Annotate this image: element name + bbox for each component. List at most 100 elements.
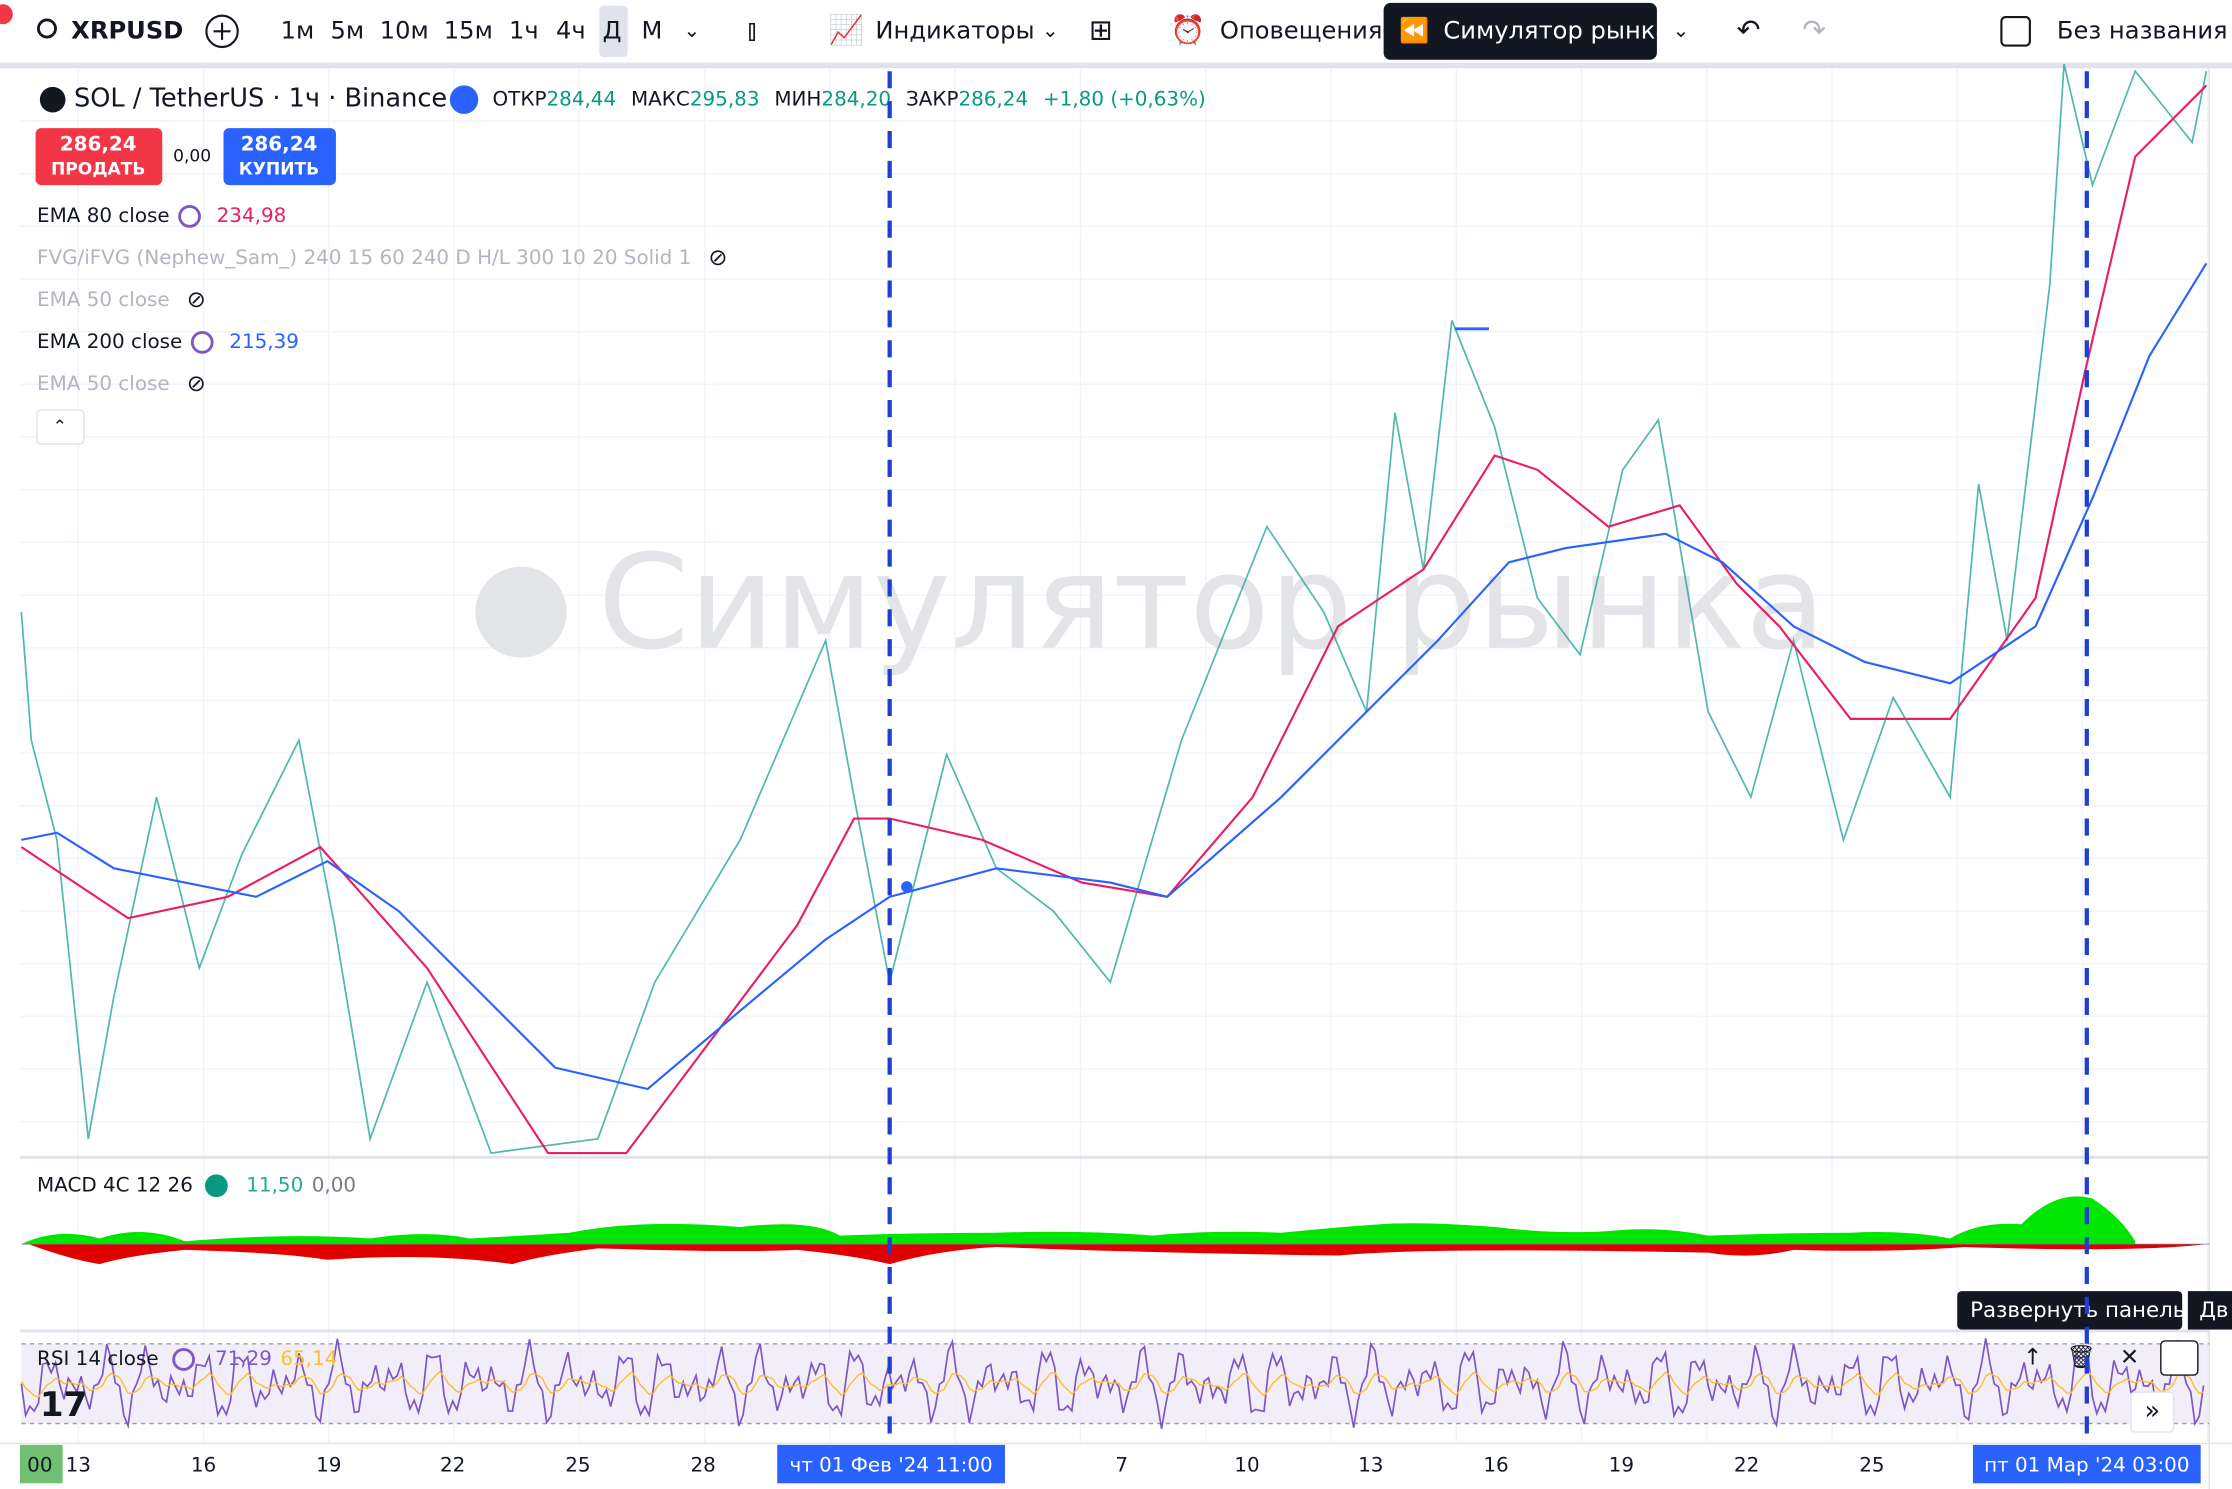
replay-badge — [449, 85, 479, 114]
buy-price: 286,24 — [241, 133, 318, 156]
redo[interactable]: ↷ — [1802, 13, 1826, 46]
indicator-name: EMA 200 close — [37, 330, 182, 353]
time-label: 19 — [1609, 1454, 1634, 1477]
time-label: 28 — [691, 1454, 716, 1477]
indicator-value: 215,39 — [229, 330, 299, 353]
time-label: 13 — [66, 1454, 91, 1477]
value: 284,44 — [546, 87, 616, 110]
indicator-value: 234,98 — [217, 204, 287, 227]
interval[interactable]: 15м — [444, 16, 493, 44]
rsi-value: 71,29 — [215, 1347, 272, 1370]
collapse-icon: ⌃ — [53, 417, 67, 437]
time-marker-label: чт 01 Фев '24 11:00 — [789, 1454, 992, 1477]
time-label: 16 — [1483, 1454, 1508, 1477]
layout-icon[interactable] — [2000, 16, 2031, 47]
collapse-button[interactable] — [36, 409, 85, 445]
interval[interactable]: М — [642, 16, 663, 44]
interval[interactable]: 10м — [380, 16, 429, 44]
interval[interactable]: 4ч — [556, 16, 586, 44]
time-label: 25 — [1859, 1454, 1884, 1477]
rsi-icon — [172, 1348, 196, 1371]
dropdown[interactable]: ⌄ — [1673, 19, 1690, 42]
maximize-pane[interactable] — [2160, 1340, 2199, 1376]
macd-value: 0,00 — [312, 1173, 356, 1196]
replay-icon: ⏪ — [1399, 16, 1429, 44]
undo[interactable]: ↶ — [1737, 13, 1761, 46]
time-axis: 00 13 16 19 22 25 28 7 10 13 16 19 22 25 — [27, 1454, 1884, 1477]
value: 286,24 — [958, 87, 1028, 110]
replay-point — [901, 881, 913, 893]
add-symbol[interactable] — [205, 14, 239, 49]
move-up[interactable]: ↑ — [2023, 1345, 2042, 1371]
interval[interactable]: Д — [603, 16, 622, 44]
macd-value: 11,50 — [246, 1173, 303, 1196]
hidden-icon[interactable]: ⊘ — [708, 245, 727, 271]
hidden-icon[interactable]: ⊘ — [187, 371, 206, 397]
toolbar — [0, 0, 2232, 63]
scroll-icon: » — [2144, 1396, 2160, 1426]
time-label: 7 — [1115, 1454, 1128, 1477]
tooltip-text: Дв — [2199, 1298, 2228, 1323]
indicator-name: EMA 50 close — [37, 372, 170, 395]
time-marker — [777, 1444, 1005, 1484]
indicator-name: FVG/iFVG (Nephew_Sam_) 240 15 60 240 D H… — [37, 246, 691, 269]
time-label: 22 — [1734, 1454, 1759, 1477]
grid — [19, 68, 2210, 1443]
delete-pane[interactable]: 🗑 — [2067, 1345, 2096, 1371]
hidden-icon[interactable]: ⊘ — [187, 287, 206, 313]
interval-active — [599, 5, 628, 57]
dropdown[interactable]: ⌄ — [683, 19, 700, 42]
chart-type[interactable]: ⫾ — [747, 13, 756, 46]
indicators-button[interactable]: Индикаторы — [875, 16, 1034, 44]
interval[interactable]: 5м — [331, 16, 365, 44]
rsi-line — [20, 1338, 2205, 1430]
ohlc: ОТКР284,44 МАКС295,83 МИН284,20 ЗАКР286,… — [493, 87, 1206, 110]
time-marker — [1972, 1444, 2201, 1484]
time-label: 25 — [565, 1454, 590, 1477]
indicators-icon[interactable]: 📈 — [828, 13, 863, 46]
label: МИН — [774, 87, 821, 110]
sell-label: ПРОДАТЬ — [51, 159, 145, 179]
value: 284,20 — [821, 87, 891, 110]
watermark: Симулятор рынка — [598, 526, 1826, 679]
indicator-name: EMA 50 close — [37, 288, 170, 311]
symbol-search[interactable]: XRPUSD — [71, 16, 183, 44]
scroll-button[interactable] — [2130, 1391, 2175, 1433]
tooltip-text: Развернуть панель — [1970, 1298, 2185, 1323]
buy-label: КУПИТЬ — [239, 159, 319, 179]
sell-button[interactable] — [35, 128, 163, 186]
price-line — [20, 63, 2208, 1154]
indicator-name: EMA 80 close — [37, 204, 170, 227]
alerts-button[interactable]: Оповещения — [1220, 16, 1383, 44]
rsi-value: 65,14 — [280, 1347, 337, 1370]
label: ОТКР — [493, 87, 547, 110]
layouts-icon[interactable]: ⊞ — [1089, 13, 1113, 46]
chart-pane — [19, 68, 2210, 1442]
time-label: 22 — [440, 1454, 465, 1477]
time-label: 16 — [191, 1454, 216, 1477]
macd-negative — [28, 1244, 2207, 1265]
layout-name[interactable]: Без названия — [2057, 16, 2228, 44]
alerts-icon[interactable]: ⏰ — [1170, 12, 1205, 46]
add-icon — [213, 22, 231, 40]
ema-80-line — [20, 84, 2208, 1155]
interval[interactable]: 1ч — [509, 16, 539, 44]
rsi-ma-line — [20, 1370, 2204, 1399]
replay-button[interactable] — [1383, 2, 1657, 60]
sell-price: 286,24 — [60, 133, 137, 156]
label: МАКС — [631, 87, 690, 110]
buy-button[interactable] — [223, 128, 336, 186]
interval[interactable]: 1м — [281, 16, 315, 44]
search-icon[interactable] — [37, 18, 57, 39]
badge — [0, 4, 13, 25]
indicator-legend: EMA 80 close 234,98 FVG/iFVG (Nephew_Sam_)… — [37, 204, 727, 397]
replay-label: Симулятор рынка — [1443, 16, 1670, 44]
time-marker-label: пт 01 Мар '24 03:00 — [1984, 1454, 2189, 1477]
macd-positive — [21, 1196, 2136, 1245]
spread: 0,00 — [173, 147, 211, 167]
ema-200-line — [21, 262, 2208, 1091]
dropdown[interactable]: ⌄ — [1042, 19, 1059, 42]
time-label: 10 — [1234, 1454, 1259, 1477]
collapse-pane[interactable]: ✕ — [2120, 1345, 2139, 1371]
